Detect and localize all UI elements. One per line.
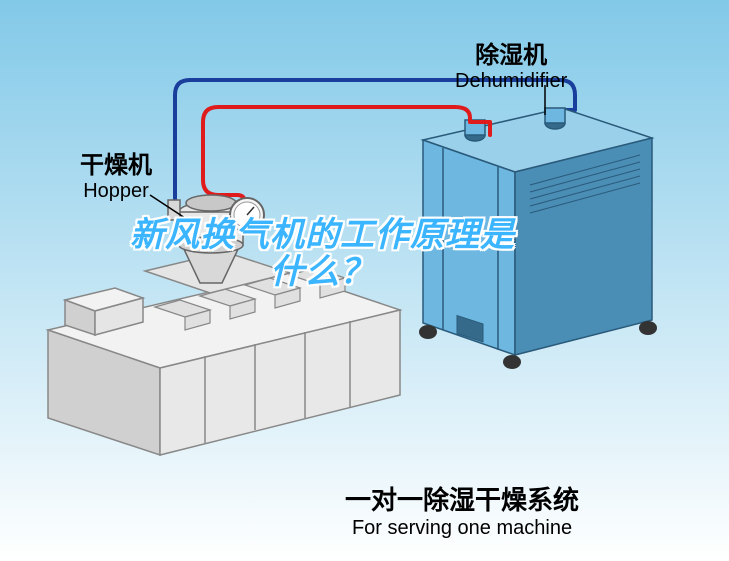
overlay-title: 新风换气机的工作原理是 什么？ (130, 217, 515, 292)
dehumidifier-label-cn: 除湿机 (455, 35, 567, 70)
overlay-line1: 新风换气机的工作原理是 (130, 217, 515, 254)
dehumidifier-label-en: Dehumidifier (455, 70, 567, 93)
dehumidifier-label: 除湿机 Dehumidifier (455, 35, 567, 93)
overlay-line2: 什么？ (130, 254, 515, 291)
system-title-cn: 一对一除湿干燥系统 (345, 480, 579, 517)
system-title: 一对一除湿干燥系统 For serving one machine (345, 480, 579, 540)
hopper-label-cn: 干燥机 (80, 145, 152, 180)
system-title-en: For serving one machine (345, 517, 579, 540)
hopper-label: 干燥机 Hopper (80, 145, 152, 203)
hopper-label-en: Hopper (80, 180, 152, 203)
